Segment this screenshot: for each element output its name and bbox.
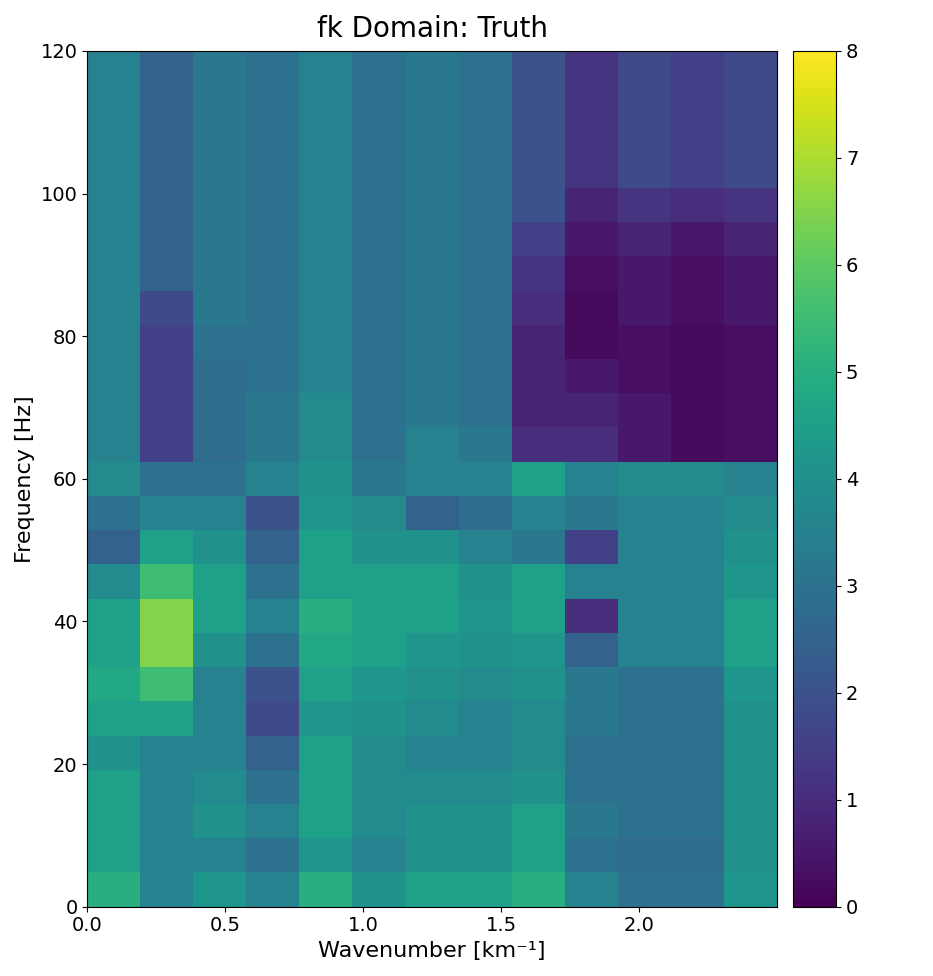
Y-axis label: Frequency [Hz]: Frequency [Hz] [15,395,35,562]
X-axis label: Wavenumber [km⁻¹]: Wavenumber [km⁻¹] [318,941,546,961]
Title: fk Domain: Truth: fk Domain: Truth [316,15,548,43]
